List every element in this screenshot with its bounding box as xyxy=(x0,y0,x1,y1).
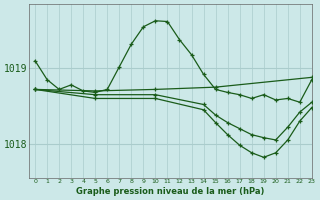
X-axis label: Graphe pression niveau de la mer (hPa): Graphe pression niveau de la mer (hPa) xyxy=(76,187,265,196)
